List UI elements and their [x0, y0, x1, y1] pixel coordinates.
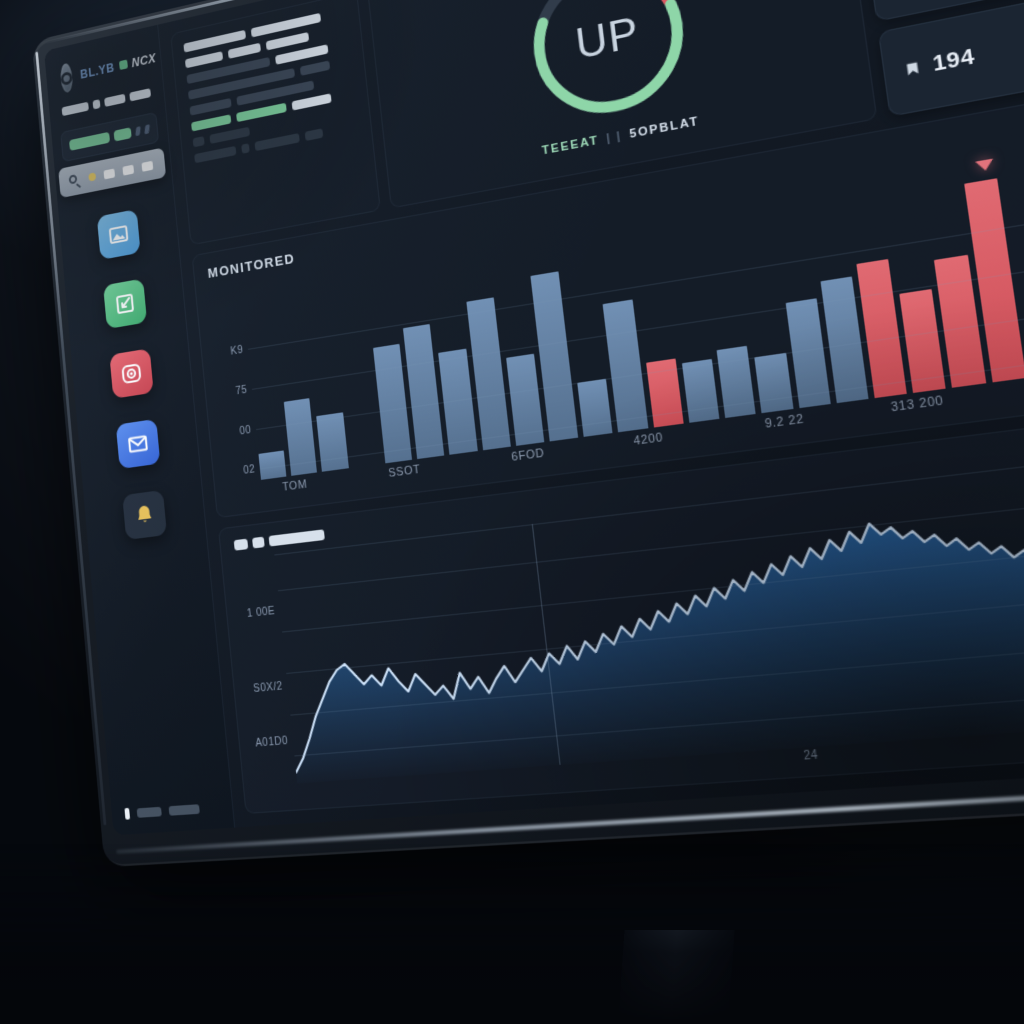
x-axis-tick-label: 313 200 [889, 393, 945, 415]
bookmark-icon [904, 60, 922, 78]
stat-value: 194 [931, 44, 977, 77]
search-placeholder-block [141, 160, 154, 172]
monitor-stand [615, 930, 735, 1024]
x-axis-tick-label: 9.2 22 [764, 412, 805, 432]
brand-text: BL.YB NCX [80, 51, 157, 82]
sidebar-item-image[interactable] [96, 209, 141, 261]
line-chart-panel: 1 00E S0X/2 A01D0 24 [218, 398, 1024, 814]
y-axis-tick-label: 1 00E [246, 605, 276, 620]
stats-column: 52343 20 194 [856, 0, 1024, 117]
logo-icon [59, 62, 74, 94]
main-content: UP TEEEAT | | 5OPBLAT [158, 0, 1024, 828]
status-dot [124, 807, 131, 820]
legend-chip[interactable] [268, 529, 325, 547]
filter-tick [135, 126, 141, 137]
gauge-caption-left: TEEEAT [541, 134, 600, 158]
y-axis-tick-label: 02 [242, 463, 256, 477]
dashboard-app: BL.YB NCX [44, 0, 1024, 836]
bar[interactable] [754, 352, 793, 414]
sidebar-item-messages[interactable] [115, 418, 160, 470]
skeleton-bar [92, 99, 101, 110]
bell-icon [136, 505, 151, 523]
monitor-wrapper: BL.YB NCX [31, 0, 1024, 1024]
screen: BL.YB NCX [44, 0, 1024, 836]
skeleton-bar [61, 101, 90, 117]
bar[interactable] [316, 412, 349, 472]
gauge-caption-separator: | | [605, 129, 623, 146]
filter-pill [113, 127, 132, 142]
y-axis-tick-label: S0X/2 [252, 680, 284, 695]
sidebar-item-notifications[interactable] [121, 489, 167, 541]
line-plot-area [274, 439, 1024, 784]
filter-pill [69, 131, 110, 151]
y-axis-tick-label: 00 [238, 423, 252, 437]
x-axis-tick-label: SSOT [387, 463, 422, 481]
bar[interactable] [577, 378, 613, 437]
y-axis-tick-label: K9 [229, 343, 244, 358]
y-axis-tick-label: 75 [234, 383, 248, 397]
gauge-caption-right: 5OPBLAT [628, 114, 700, 142]
monitor-frame: BL.YB NCX [31, 0, 1024, 868]
brand-accent-dot [118, 59, 128, 71]
skeleton-bar [103, 93, 126, 108]
bar[interactable] [681, 359, 720, 423]
footer-bar [168, 804, 200, 816]
search-icon [68, 173, 82, 188]
stat-card[interactable]: 194 50 [877, 0, 1024, 117]
x-axis-tick-label: TOM [281, 478, 308, 494]
x-axis-tick-label: 6FOD [510, 446, 546, 465]
sidebar-item-capture[interactable] [108, 348, 154, 399]
sidebar: BL.YB NCX [44, 24, 236, 836]
legend-chip[interactable] [233, 538, 249, 551]
camera-icon [119, 360, 143, 388]
footer-bar [136, 806, 162, 818]
gauge-value: UP [573, 7, 642, 69]
y-axis-tick-label: A01D0 [254, 734, 289, 749]
area-chart-svg [274, 440, 1024, 784]
sidebar-item-analytics[interactable] [102, 278, 147, 330]
uptime-gauge: UP [517, 0, 701, 135]
search-placeholder-block [122, 164, 135, 176]
search-placeholder-block [103, 168, 116, 179]
mail-icon [125, 430, 149, 457]
x-axis-tick-label: 4200 [632, 431, 664, 449]
filter-tick [144, 124, 150, 135]
skeleton-bar [129, 88, 152, 102]
legend-chip[interactable] [252, 536, 265, 549]
sidebar-nav [59, 202, 231, 809]
brand-secondary-label: NCX [130, 51, 157, 71]
line-chart-body: 1 00E S0X/2 A01D0 [236, 439, 1024, 787]
brand-primary-label: BL.YB [79, 60, 116, 82]
x-axis-tick-label: 24 [803, 749, 819, 764]
search-placeholder-dot [88, 172, 97, 182]
image-icon [106, 221, 130, 249]
details-panel [170, 0, 381, 246]
chart-icon [113, 290, 137, 318]
